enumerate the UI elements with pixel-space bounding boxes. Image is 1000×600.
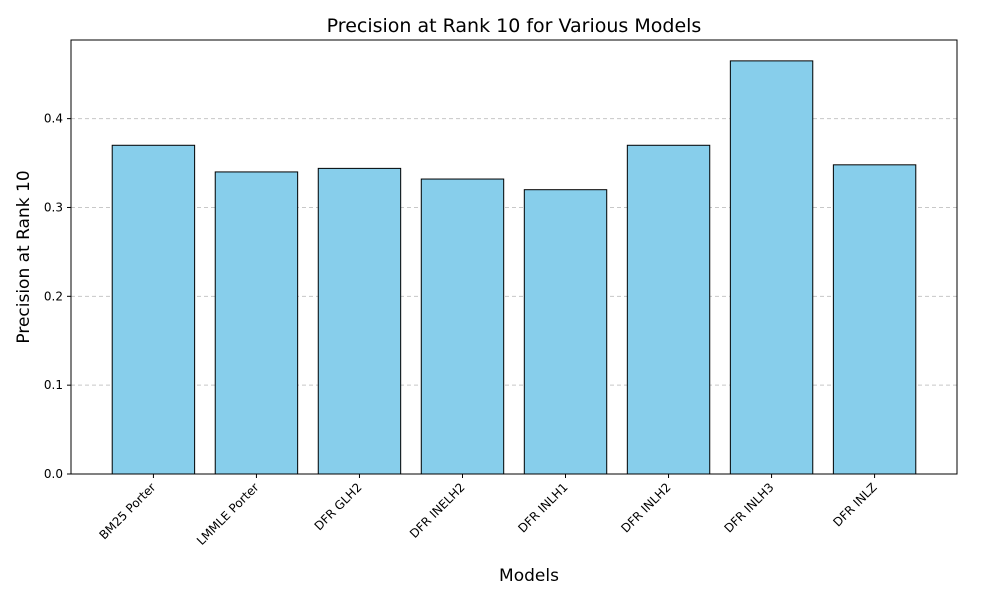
x-axis-title: Models [499,566,559,586]
y-axis-title: Precision at Rank 10 [14,170,34,343]
bar [111,144,196,475]
y-tick-label: 0.3 [44,200,63,214]
bar [626,144,711,475]
bar [832,164,917,475]
plot-frame [70,39,958,475]
y-tick-label: 0.4 [44,112,63,126]
bar [214,171,299,475]
y-tick-label: 0.0 [44,467,63,481]
chart-title: Precision at Rank 10 for Various Models [327,15,702,37]
bars [111,60,917,475]
y-tick-label: 0.1 [44,378,63,392]
bar [420,178,505,475]
bar [729,60,814,475]
bar [317,167,402,475]
bar [523,189,608,475]
y-axis-ticks: 0.0 0.1 0.2 0.3 0.4 [44,112,71,481]
y-tick-label: 0.2 [44,289,63,303]
